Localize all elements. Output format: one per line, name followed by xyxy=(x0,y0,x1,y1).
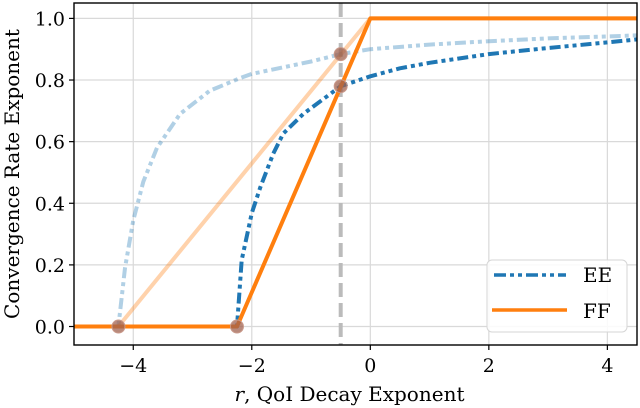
intersection-marker xyxy=(333,47,348,62)
y-tick-label: 0.0 xyxy=(35,317,65,339)
x-tick-label: 2 xyxy=(483,355,495,377)
x-axis-ticks: −4 −2 0 2 4 xyxy=(119,345,613,377)
y-tick-label: 0.4 xyxy=(35,193,65,215)
legend: EE FF xyxy=(486,259,628,333)
legend-label-ff: FF xyxy=(583,299,611,323)
x-tick-label: −4 xyxy=(119,355,147,377)
y-axis-ticks: 0.0 0.2 0.4 0.6 0.8 1.0 xyxy=(35,8,74,339)
y-axis-label: Convergence Rate Exponent xyxy=(0,29,24,319)
x-tick-label: 0 xyxy=(364,355,376,377)
intersection-marker xyxy=(333,79,348,94)
y-tick-label: 1.0 xyxy=(35,8,65,30)
series-lines xyxy=(74,16,638,329)
plot-frame xyxy=(73,2,638,346)
x-tick-label: −2 xyxy=(238,355,266,377)
legend-box xyxy=(486,259,628,333)
x-axis-label: r, QoI Decay Exponent xyxy=(235,382,465,406)
y-tick-label: 0.6 xyxy=(35,132,65,154)
x-tick-label: 4 xyxy=(601,355,613,377)
legend-label-ee: EE xyxy=(583,263,612,287)
series-ee xyxy=(74,37,638,329)
intersection-marker xyxy=(111,319,126,334)
intersection-marker xyxy=(229,319,244,334)
intersection-markers xyxy=(111,47,348,334)
y-tick-label: 0.2 xyxy=(35,255,65,277)
y-tick-label: 0.8 xyxy=(35,70,65,92)
series-ee-faded xyxy=(74,33,638,329)
series-ff xyxy=(74,16,637,329)
